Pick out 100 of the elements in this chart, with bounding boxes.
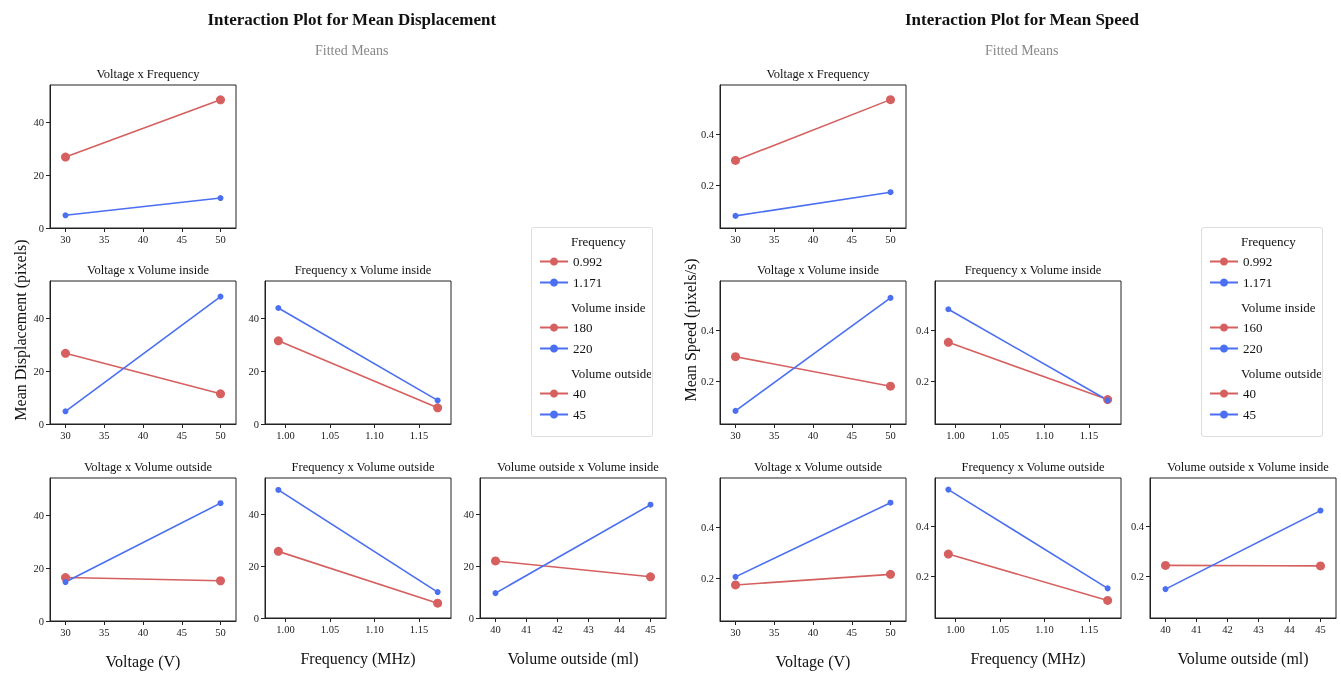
x-tick-label: 43 bbox=[583, 624, 594, 635]
y-tick-label: 0.2 bbox=[915, 375, 929, 387]
y-tick-label: 0 bbox=[253, 612, 259, 624]
point bbox=[1316, 561, 1325, 571]
y-tick-label: 20 bbox=[33, 562, 44, 574]
point bbox=[887, 499, 894, 506]
legend-label: 0.992 bbox=[1243, 254, 1273, 269]
x-tick-label: 50 bbox=[885, 234, 896, 245]
x-tick-label: 1.10 bbox=[365, 430, 384, 441]
chart-title: Voltage x Volume inside bbox=[87, 262, 210, 277]
x-tick-label: 30 bbox=[730, 627, 741, 638]
x-tick-label: 50 bbox=[885, 430, 896, 441]
text: Fitted Means bbox=[985, 43, 1059, 59]
x-tick-label: 45 bbox=[176, 430, 187, 441]
x-tick-label: 1.00 bbox=[276, 624, 295, 635]
x-axis-title: Voltage (V) bbox=[105, 652, 181, 671]
x-tick-label: 41 bbox=[1191, 624, 1202, 635]
x-tick-label: 1.00 bbox=[946, 624, 965, 635]
y-tick-label: 0.2 bbox=[915, 570, 929, 582]
point bbox=[943, 337, 953, 347]
point bbox=[216, 389, 225, 399]
x-tick-label: 50 bbox=[215, 627, 226, 638]
point bbox=[646, 572, 655, 582]
legend-title: Volume outside bbox=[571, 366, 653, 381]
x-tick-label: 35 bbox=[769, 627, 780, 638]
y-tick-label: 0.4 bbox=[915, 325, 930, 337]
chart-title: Frequency x Volume outside bbox=[961, 459, 1105, 474]
legend-label: 220 bbox=[1243, 341, 1263, 356]
chart-title: Frequency x Volume inside bbox=[294, 262, 432, 277]
x-tick-label: 45 bbox=[846, 430, 857, 441]
point bbox=[1104, 585, 1111, 592]
y-tick-label: 0.4 bbox=[700, 129, 715, 141]
x-tick-label: 40 bbox=[1160, 624, 1171, 635]
y-tick-label: 40 bbox=[463, 508, 474, 520]
legend-label: 0.992 bbox=[573, 254, 603, 269]
point bbox=[62, 408, 69, 415]
legend-label: 40 bbox=[573, 386, 586, 401]
x-axis-title: Frequency (MHz) bbox=[300, 649, 416, 668]
point bbox=[887, 189, 894, 196]
text: Interaction Plot for Mean Displacement bbox=[207, 10, 497, 30]
x-tick-label: 1.00 bbox=[276, 430, 295, 441]
x-tick-label: 45 bbox=[846, 234, 857, 245]
x-tick-label: 30 bbox=[730, 430, 741, 441]
x-tick-label: 30 bbox=[60, 627, 71, 638]
y-axis-title: Mean Speed (pixels/s) bbox=[681, 258, 700, 402]
point bbox=[731, 352, 740, 362]
x-axis-title: Voltage (V) bbox=[775, 652, 851, 671]
y-tick-label: 0 bbox=[38, 418, 44, 430]
point bbox=[217, 500, 224, 507]
x-tick-label: 43 bbox=[1253, 624, 1264, 635]
x-tick-label: 44 bbox=[1284, 624, 1296, 635]
y-tick-label: 0.2 bbox=[700, 179, 714, 191]
x-tick-label: 44 bbox=[614, 624, 626, 635]
point bbox=[1161, 560, 1170, 570]
x-tick-label: 1.00 bbox=[946, 430, 965, 441]
legend-title: Frequency bbox=[571, 234, 627, 249]
x-tick-label: 45 bbox=[1315, 624, 1326, 635]
x-tick-label: 45 bbox=[176, 234, 187, 245]
x-axis-title: Volume outside (ml) bbox=[1177, 649, 1309, 668]
y-tick-label: 0.4 bbox=[1130, 521, 1145, 533]
y-tick-label: 0.4 bbox=[700, 522, 715, 534]
x-tick-label: 35 bbox=[99, 627, 110, 638]
x-tick-label: 1.15 bbox=[409, 624, 429, 635]
x-tick-label: 40 bbox=[490, 624, 501, 635]
x-tick-label: 30 bbox=[60, 234, 71, 245]
y-tick-label: 0.2 bbox=[700, 572, 714, 584]
point bbox=[217, 195, 224, 202]
legend-label: 220 bbox=[573, 341, 593, 356]
point bbox=[1162, 586, 1169, 593]
x-tick-label: 45 bbox=[846, 627, 857, 638]
x-tick-label: 40 bbox=[137, 430, 149, 441]
y-tick-label: 0.2 bbox=[1130, 570, 1144, 582]
x-axis-title: Frequency (MHz) bbox=[970, 649, 1086, 668]
x-tick-label: 35 bbox=[769, 234, 780, 245]
point bbox=[731, 580, 740, 590]
x-tick-label: 30 bbox=[730, 234, 741, 245]
point bbox=[275, 486, 282, 493]
x-tick-label: 40 bbox=[807, 234, 819, 245]
y-tick-label: 20 bbox=[248, 560, 259, 572]
legend-title: Frequency bbox=[1241, 234, 1297, 249]
point bbox=[886, 381, 895, 391]
y-tick-label: 40 bbox=[248, 312, 259, 324]
legend-label: 45 bbox=[573, 407, 586, 422]
x-tick-label: 35 bbox=[99, 234, 110, 245]
y-tick-label: 0 bbox=[468, 612, 474, 624]
y-tick-label: 20 bbox=[463, 560, 474, 572]
point bbox=[434, 397, 441, 404]
legend-label: 40 bbox=[1243, 386, 1256, 401]
point bbox=[492, 590, 499, 597]
point bbox=[491, 556, 500, 566]
chart-title: Voltage x Volume outside bbox=[83, 459, 213, 474]
point bbox=[732, 573, 739, 580]
x-tick-label: 42 bbox=[552, 624, 563, 635]
x-tick-label: 40 bbox=[807, 627, 819, 638]
chart-title: Voltage x Volume inside bbox=[757, 262, 880, 277]
chart-title: Voltage x Frequency bbox=[96, 66, 201, 81]
y-tick-label: 0.2 bbox=[700, 375, 714, 387]
legend-label: 1.171 bbox=[573, 275, 603, 290]
point bbox=[647, 501, 654, 508]
y-tick-label: 0 bbox=[38, 615, 44, 627]
